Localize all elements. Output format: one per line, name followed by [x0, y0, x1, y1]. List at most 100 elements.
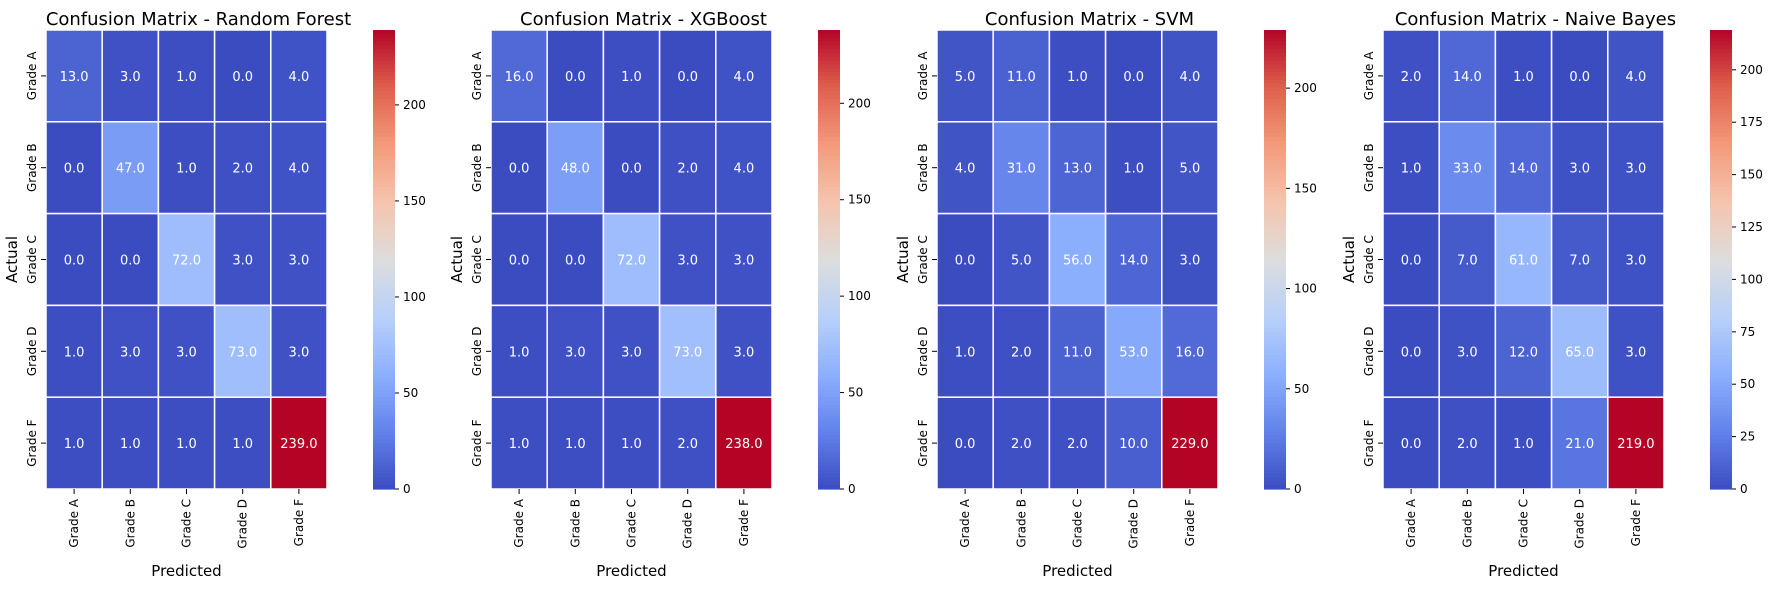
cell-value-label: 16.0	[505, 70, 534, 85]
y-tick-label: Grade C	[470, 235, 484, 284]
colorbar-segment	[818, 209, 840, 215]
colorbar-tick-label: 100	[403, 290, 426, 304]
colorbar-segment	[818, 117, 840, 123]
heatmap-cell	[1494, 396, 1553, 490]
heatmap-cell	[936, 212, 994, 307]
colorbar: 0 25 50 75 100 125 150 175 200	[1710, 30, 1763, 496]
colorbar-segment	[1710, 362, 1732, 368]
colorbar-segment	[818, 401, 840, 406]
colorbar-segment	[818, 420, 840, 425]
colorbar-segment	[1264, 339, 1286, 345]
colorbar-segment	[373, 205, 395, 211]
colorbar-segment	[1264, 91, 1286, 96]
colorbar-segment	[1710, 133, 1732, 138]
colorbar-segment	[818, 316, 840, 322]
x-axis-label: Predicted	[1488, 562, 1558, 580]
colorbar-segment	[1264, 72, 1286, 77]
colorbar-segment	[1264, 236, 1286, 241]
colorbar-segment	[373, 446, 395, 452]
colorbar-segment	[818, 408, 840, 414]
heatmap-cell	[1048, 212, 1107, 307]
colorbar-segment	[373, 343, 395, 349]
cell-value-label: 219.0	[1617, 437, 1654, 452]
colorbar-segment	[818, 286, 840, 291]
colorbar-tick-label: 150	[1740, 168, 1763, 182]
colorbar-segment	[373, 217, 395, 222]
cell-value-label: 4.0	[289, 162, 310, 177]
colorbar-segment	[818, 140, 840, 146]
colorbar-segment	[1264, 259, 1286, 264]
colorbar-segment	[818, 305, 840, 310]
colorbar-segment	[373, 64, 395, 69]
colorbar-segment	[373, 278, 395, 284]
colorbar-segment	[1710, 332, 1732, 337]
colorbar-segment	[818, 98, 840, 104]
colorbar-segment	[373, 420, 395, 425]
colorbar-segment	[1264, 179, 1286, 184]
colorbar-segment	[1710, 355, 1732, 360]
colorbar-tick-label: 100	[1294, 282, 1317, 296]
x-tick-label: Grade A	[512, 498, 526, 547]
colorbar-segment	[1710, 423, 1732, 429]
colorbar-segment	[1264, 274, 1286, 280]
colorbar-segment	[1710, 87, 1732, 92]
colorbar-segment	[373, 397, 395, 402]
colorbar-segment	[1264, 125, 1286, 131]
colorbar-segment	[1264, 37, 1286, 43]
colorbar-segment	[1710, 469, 1732, 475]
cell-value-label: 14.0	[1119, 254, 1148, 269]
colorbar-segment	[373, 401, 395, 406]
colorbar-segment	[373, 202, 395, 207]
colorbar-segment	[373, 313, 395, 318]
colorbar-segment	[1264, 351, 1286, 356]
heatmap-cell	[992, 396, 1051, 490]
cell-value-label: 3.0	[1626, 345, 1647, 360]
y-tick-label: Grade C	[916, 235, 930, 284]
cell-value-label: 56.0	[1063, 254, 1092, 269]
colorbar-segment	[373, 355, 395, 360]
colorbar-segment	[373, 332, 395, 337]
colorbar: 0 50 100 150 200	[1264, 30, 1317, 496]
colorbar-segment	[1264, 209, 1286, 215]
colorbar-segment	[1710, 114, 1732, 119]
colorbar-segment	[1264, 431, 1286, 437]
colorbar-segment	[373, 293, 395, 299]
cell-value-label: 1.0	[1401, 162, 1422, 177]
colorbar: 0 50 100 150 200	[373, 30, 426, 496]
x-tick-label: Grade F	[1183, 499, 1197, 546]
colorbar-segment	[1710, 374, 1732, 379]
colorbar-segment	[818, 343, 840, 349]
colorbar-segment	[1710, 236, 1732, 241]
heatmap-panel-1: Confusion Matrix - Random Forest 13.0 3.0 1…	[3, 9, 426, 580]
colorbar-segment	[1264, 290, 1286, 295]
heatmap-cell	[936, 121, 994, 215]
colorbar-segment	[373, 221, 395, 226]
colorbar-tick-label: 200	[848, 96, 871, 110]
cell-value-label: 0.0	[509, 162, 530, 177]
colorbar-segment	[373, 393, 395, 398]
colorbar-segment	[1264, 202, 1286, 207]
heatmap-cell	[157, 396, 216, 490]
colorbar-tick-label: 0	[403, 482, 411, 496]
colorbar-segment	[1264, 167, 1286, 173]
heatmap-cell	[1048, 304, 1107, 398]
colorbar-segment	[1264, 183, 1286, 188]
colorbar-segment	[1710, 370, 1732, 375]
cell-value-label: 12.0	[1509, 345, 1538, 360]
colorbar-segment	[373, 37, 395, 43]
colorbar-tick-label: 50	[848, 386, 863, 400]
colorbar-segment	[1264, 370, 1286, 375]
colorbar-segment	[373, 240, 395, 245]
colorbar-segment	[1264, 117, 1286, 123]
cell-value-label: 4.0	[1626, 70, 1647, 85]
colorbar-segment	[1710, 401, 1732, 406]
colorbar-segment	[373, 117, 395, 123]
colorbar-segment	[373, 33, 395, 39]
colorbar-segment	[1264, 110, 1286, 115]
colorbar-segment	[1264, 186, 1286, 192]
heatmap-panel-2: Confusion Matrix - XGBoost 16.0 0.0 1.0 0.0 4…	[448, 9, 871, 580]
colorbar-segment	[1264, 328, 1286, 333]
cell-value-label: 3.0	[232, 254, 253, 269]
colorbar-segment	[1264, 244, 1286, 249]
heatmap-cell	[658, 212, 717, 307]
